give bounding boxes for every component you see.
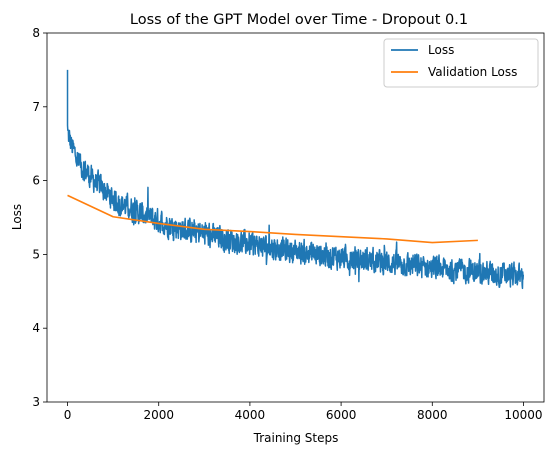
y-tick-label: 6	[32, 174, 40, 188]
legend: Loss Validation Loss	[383, 38, 539, 88]
validation-loss-line	[67, 194, 478, 244]
axes-frame	[46, 32, 545, 403]
chart-title: Loss of the GPT Model over Time - Dropou…	[130, 12, 468, 28]
x-axis-label: Training Steps	[253, 431, 339, 445]
plot-area	[66, 69, 525, 290]
y-axis-label: Loss	[10, 204, 24, 230]
legend-box	[383, 38, 539, 88]
y-tick-label: 8	[32, 26, 40, 40]
x-tick-label: 6000	[326, 408, 357, 422]
y-tick-label: 4	[32, 321, 40, 335]
x-tick-label: 4000	[235, 408, 266, 422]
legend-label-validation-loss: Validation Loss	[428, 65, 517, 79]
x-tick-label: 2000	[143, 408, 174, 422]
loss-line	[66, 69, 525, 290]
validation-loss-series	[67, 194, 478, 244]
x-axis: 0 2000 4000 6000 8000 10000	[64, 402, 543, 422]
x-tick-label: 10000	[504, 408, 542, 422]
y-axis: 3 4 5 6 7 8	[32, 26, 47, 409]
x-tick-label: 8000	[417, 408, 448, 422]
legend-label-loss: Loss	[428, 43, 454, 57]
y-tick-label: 3	[32, 395, 40, 409]
x-tick-label: 0	[64, 408, 72, 422]
loss-series	[66, 69, 525, 290]
y-tick-label: 5	[32, 247, 40, 261]
y-tick-label: 7	[32, 100, 40, 114]
